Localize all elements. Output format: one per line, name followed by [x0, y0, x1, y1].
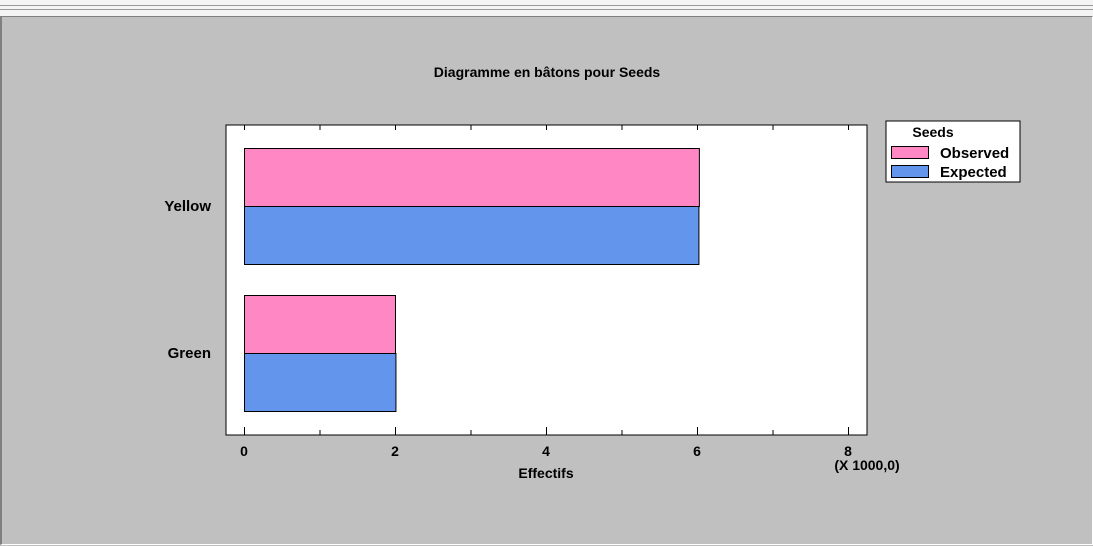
x-tick-label: 0	[240, 443, 248, 459]
x-tick-label: 4	[542, 443, 550, 459]
category-label: Green	[168, 345, 211, 362]
x-axis-label: Effectifs	[518, 465, 573, 481]
top-minor-ticks	[244, 125, 849, 130]
category-labels: Yellow Green	[164, 198, 211, 362]
bar-yellow-expected	[244, 206, 700, 265]
bar-yellow-observed	[244, 148, 700, 207]
legend-label-observed: Observed	[940, 145, 1009, 162]
x-tick-label: 8	[844, 443, 852, 459]
bar-green-expected	[244, 353, 397, 412]
x-tick-label: 2	[391, 443, 399, 459]
chart-title: Diagramme en bâtons pour Seeds	[434, 64, 661, 80]
category-label: Yellow	[164, 198, 211, 215]
legend-title: Seeds	[912, 124, 953, 140]
legend: Seeds Observed Expected	[885, 120, 1021, 183]
x-multiplier-label: (X 1000,0)	[834, 457, 899, 473]
bars	[244, 148, 700, 412]
x-tick-label: 6	[693, 443, 701, 459]
bar-green-observed	[244, 295, 396, 354]
x-tick-labels: 0 2 4 6 8	[240, 443, 852, 459]
legend-swatch-expected	[891, 165, 929, 178]
legend-swatch-observed	[891, 146, 929, 159]
legend-label-expected: Expected	[940, 164, 1007, 181]
bottom-ticks	[244, 427, 849, 435]
